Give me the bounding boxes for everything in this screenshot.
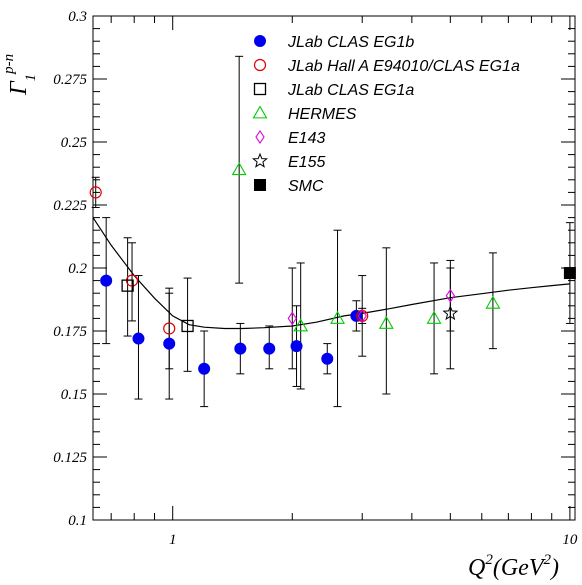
y-tick-label: 0.1 [68, 513, 87, 529]
point-e143 [287, 311, 297, 326]
point-e143 [357, 308, 367, 323]
legend-label-jlab-clas-eg1a: JLab CLAS EG1a [287, 82, 414, 99]
x-axis-close: ) [549, 555, 559, 581]
y-tick-label: 0.25 [61, 135, 88, 151]
point-jlab-clas-eg1a [181, 319, 194, 333]
point-jlab-hall-a-e94010-clas-eg1a [89, 186, 102, 199]
point-e143 [445, 288, 455, 303]
point-jlab-clas-eg1b [321, 352, 334, 365]
y-tick-label: 0.275 [53, 72, 87, 88]
x-axis-superscript: 2 [485, 552, 493, 568]
point-jlab-clas-eg1b [263, 342, 276, 355]
legend-marker-hermes [252, 105, 268, 119]
x-tick-labels: 1 10 [169, 532, 578, 548]
point-hermes [485, 295, 501, 309]
y-tick-label: 0.125 [53, 450, 87, 466]
point-jlab-hall-a-e94010-clas-eg1a [163, 322, 176, 335]
point-smc [563, 267, 576, 280]
x-tick-label: 1 [169, 532, 177, 548]
point-jlab-clas-eg1a [121, 279, 134, 292]
point-jlab-clas-eg1b [132, 332, 145, 345]
point-hermes [378, 315, 394, 329]
point-e155 [442, 305, 459, 321]
y-tick-label: 0.3 [68, 9, 87, 25]
point-hermes [330, 310, 345, 324]
legend-label-jlab-hall-a-e94010-clas-eg1a: JLab Hall A E94010/CLAS EG1a [287, 58, 520, 75]
axis-ticks [93, 15, 575, 521]
y-tick-label: 0.15 [61, 387, 88, 403]
x-axis-unit-superscript: 2 [543, 552, 551, 568]
y-axis-superscript: p-n [1, 54, 17, 75]
legend-marker-e155 [251, 152, 269, 168]
y-tick-label: 0.225 [53, 198, 87, 214]
x-axis-unit: (GeV [493, 555, 546, 581]
point-jlab-clas-eg1b [290, 340, 303, 353]
fit-curve-layer [92, 217, 570, 330]
legend-label-hermes: HERMES [288, 106, 357, 123]
y-axis-title: Γ1 p-n [1, 54, 39, 96]
legend-label-e155: E155 [288, 154, 325, 171]
legend-marker-smc [254, 179, 266, 191]
y-axis-symbol: Γ [6, 80, 32, 96]
y-tick-labels: 0.1 0.125 0.15 0.175 0.2 0.225 0.25 0.275 0.3 [53, 9, 87, 529]
y-tick-label: 0.175 [53, 324, 87, 340]
x-tick-label: 10 [562, 532, 578, 548]
legend-label-jlab-clas-eg1b: JLab CLAS EG1b [287, 34, 414, 51]
point-hermes [426, 310, 442, 324]
legend-label-smc: SMC [288, 178, 324, 195]
point-jlab-clas-eg1b [163, 337, 176, 350]
legend-marker-jlab-clas-eg1a [253, 82, 267, 96]
point-jlab-clas-eg1b [198, 362, 211, 375]
y-tick-label: 0.2 [68, 261, 87, 277]
point-jlab-clas-eg1b [234, 342, 247, 355]
legend-marker-jlab-clas-eg1b [254, 35, 266, 47]
legend-marker-e143 [255, 130, 265, 144]
error-bars [91, 55, 574, 408]
y-axis-subscript: 1 [23, 74, 39, 82]
point-hermes [293, 318, 309, 332]
x-axis-symbol: Q [468, 555, 485, 581]
legend: JLab CLAS EG1b JLab Hall A E94010/CLAS EG… [251, 34, 520, 195]
data-markers [89, 162, 576, 375]
legend-label-e143: E143 [288, 130, 325, 147]
x-axis-title: Q2(GeV2) [468, 552, 559, 581]
point-hermes [231, 162, 247, 176]
point-jlab-clas-eg1b [100, 274, 113, 287]
fit-curve [92, 217, 570, 330]
legend-marker-jlab-hall-a-e94010-clas-eg1a [253, 58, 267, 72]
